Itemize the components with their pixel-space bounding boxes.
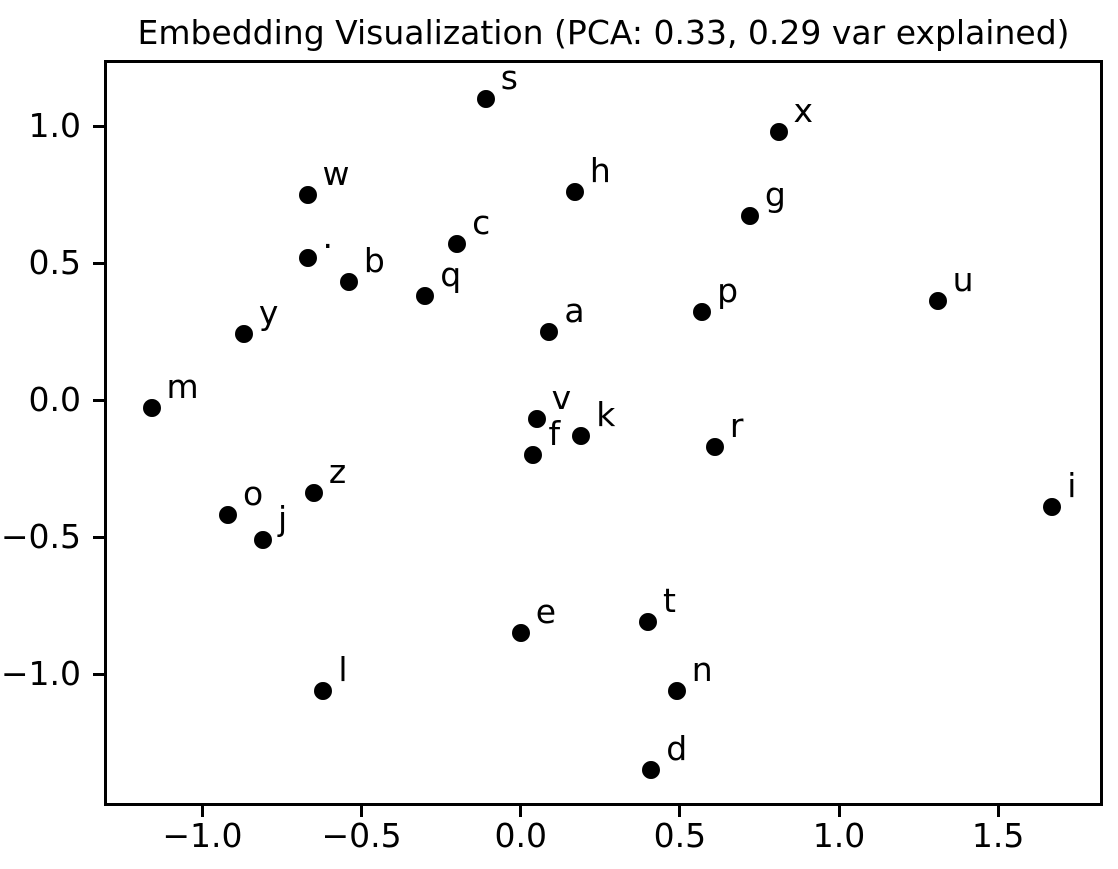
data-point — [476, 89, 495, 108]
point-label: h — [589, 150, 611, 190]
point-label: a — [564, 290, 585, 330]
x-tick-mark — [678, 806, 682, 817]
x-tick-label: −0.5 — [321, 816, 402, 855]
y-tick-mark — [93, 261, 104, 265]
data-point — [693, 303, 712, 322]
y-tick-label: −0.5 — [0, 517, 81, 557]
x-tick-label: 0.0 — [494, 816, 547, 855]
data-point — [218, 506, 237, 525]
point-label: d — [666, 729, 688, 769]
x-tick-mark — [996, 806, 1000, 817]
point-label: q — [440, 254, 462, 294]
y-tick-label: 0.0 — [28, 380, 81, 420]
data-point — [253, 530, 272, 549]
point-label: p — [717, 271, 739, 311]
point-label: e — [535, 592, 557, 632]
data-point — [639, 613, 658, 632]
point-label: t — [663, 581, 676, 621]
data-point — [298, 248, 317, 267]
y-tick-mark — [93, 672, 104, 676]
point-label: u — [952, 260, 974, 300]
point-label: l — [338, 649, 348, 689]
x-tick-label: 1.5 — [971, 816, 1025, 855]
y-tick-mark — [93, 124, 104, 128]
point-label: y — [258, 293, 279, 333]
point-label: w — [322, 153, 350, 193]
x-tick-mark — [519, 806, 523, 817]
point-label: k — [596, 394, 616, 434]
data-point — [524, 445, 543, 464]
data-point — [572, 426, 591, 445]
y-tick-label: 1.0 — [28, 106, 81, 146]
data-point — [298, 185, 317, 204]
data-point — [642, 761, 661, 780]
x-tick-label: 0.5 — [653, 816, 707, 855]
x-tick-mark — [360, 806, 364, 817]
data-point — [448, 234, 467, 253]
y-tick-mark — [93, 535, 104, 539]
data-point — [565, 182, 584, 201]
x-tick-mark — [200, 806, 204, 817]
point-label: m — [166, 367, 199, 407]
y-tick-label: 0.5 — [28, 243, 81, 283]
data-point — [740, 207, 759, 226]
data-point — [142, 399, 161, 418]
data-point — [705, 437, 724, 456]
data-point — [314, 681, 333, 700]
data-point — [416, 286, 435, 305]
point-label: o — [242, 474, 264, 514]
point-label: n — [691, 649, 713, 689]
data-point — [511, 624, 530, 643]
data-point — [339, 273, 358, 292]
y-tick-label: −1.0 — [0, 654, 81, 694]
point-label: . — [322, 216, 334, 256]
data-point — [234, 325, 253, 344]
chart-title: Embedding Visualization (PCA: 0.33, 0.29… — [137, 13, 1070, 52]
point-label: z — [328, 452, 347, 492]
point-label: i — [1067, 466, 1077, 505]
x-tick-label: 1.0 — [812, 816, 866, 855]
point-label: f — [548, 413, 561, 453]
point-label: j — [277, 498, 288, 538]
point-label: x — [793, 90, 814, 130]
point-label: g — [764, 175, 786, 215]
point-label: r — [729, 405, 744, 445]
x-tick-label: −1.0 — [162, 816, 243, 855]
data-point — [540, 322, 559, 341]
data-point — [1043, 498, 1062, 516]
point-label: c — [472, 202, 491, 242]
point-label: v — [551, 378, 572, 418]
x-tick-mark — [837, 806, 841, 817]
axes: −1.0 −0.5 0.0 0.5 1.0 1.5 1.0 0.5 0.0 −0.5 −1.0 a b c… — [1, 57, 1103, 853]
point-label: s — [500, 57, 518, 97]
data-point — [667, 681, 686, 700]
point-label: b — [363, 241, 385, 281]
data-point — [928, 292, 947, 311]
data-point — [527, 410, 546, 429]
y-tick-mark — [93, 398, 104, 402]
data-point — [304, 484, 323, 503]
data-point — [769, 122, 788, 141]
